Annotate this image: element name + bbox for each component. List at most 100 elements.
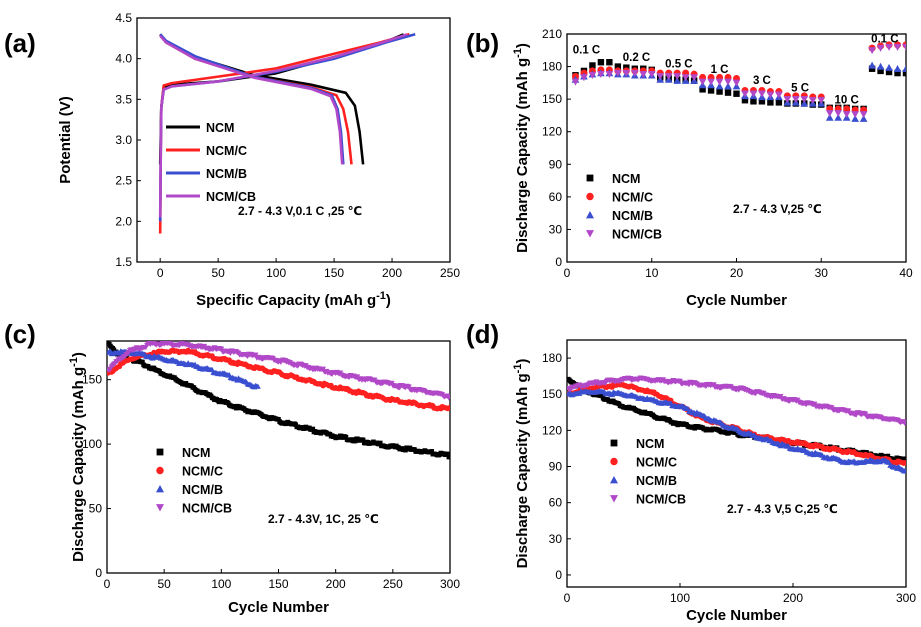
legend-marker-ncm xyxy=(586,174,594,182)
data-point-ncm-cb xyxy=(749,90,758,98)
x-tick-label-b: 40 xyxy=(899,266,913,280)
y-tick-label-a: 2.0 xyxy=(115,214,132,228)
legend-marker-ncm-b xyxy=(610,476,618,484)
rate-label: 1 C xyxy=(711,64,729,76)
data-point-ncm-cb xyxy=(732,79,741,87)
panel-b: (b) 0 10 20 30 40 0 30 60 90 120 150 180 210 Cycle Num… xyxy=(466,27,913,309)
data-point-ncm xyxy=(741,97,749,104)
legend-b: NCM NCM/C NCM/B NCM/CB xyxy=(586,172,662,242)
data-point-ncm-cb xyxy=(707,78,715,86)
legend-marker-ncm-b xyxy=(156,485,164,493)
x-axis-label-sup: -1 xyxy=(376,290,386,302)
data-point-ncm xyxy=(614,63,622,70)
data-point-ncm-b xyxy=(868,61,876,69)
data-point-ncm-cb xyxy=(859,111,868,119)
y-tick-label-a: 4.5 xyxy=(115,11,132,25)
legend-label-ncm: NCM xyxy=(206,121,234,135)
y-axis-label-text: Discharge Capacity (mAh g xyxy=(514,58,531,253)
data-point-ncm-cb xyxy=(775,91,783,99)
data-point-ncm-cb xyxy=(893,43,902,51)
x-tick-label-a: 100 xyxy=(266,266,286,280)
annotation-d: 2.7 - 4.3 V,5 C,25 ℃ xyxy=(727,502,838,516)
legend-marker-ncm-cb xyxy=(156,504,164,512)
y-axis-label-text: Discharge Capacity (mAh g xyxy=(70,367,87,562)
series-line-ncm-cb-discharge xyxy=(159,35,344,165)
data-point-ncm xyxy=(343,434,349,440)
legend-a: NCM NCM/C NCM/B NCM/CB xyxy=(166,121,256,204)
data-point-ncm-b xyxy=(876,62,885,70)
data-point-ncm-c xyxy=(843,105,851,113)
data-point-ncm xyxy=(606,59,613,66)
x-tick-label-a: 150 xyxy=(324,266,344,280)
x-tick-label-d: 0 xyxy=(564,591,571,605)
data-point-ncm xyxy=(377,440,383,446)
panel-label-a: (a) xyxy=(4,28,36,58)
legend-c: NCM NCM/C NCM/B NCM/CB xyxy=(156,446,232,516)
data-point-ncm xyxy=(775,99,783,106)
y-tick-label-c: 50 xyxy=(89,502,103,516)
data-point-ncm-b xyxy=(851,114,859,122)
data-point-ncm-cb xyxy=(622,69,631,77)
y-tick-label-b: 150 xyxy=(542,92,562,106)
legend-label-ncm: NCM xyxy=(182,446,210,460)
rate-label: 0.1 C xyxy=(573,45,601,57)
x-tick-label-d: 200 xyxy=(783,591,803,605)
legend-marker-ncm xyxy=(610,439,618,447)
data-point-ncm-cb xyxy=(681,74,690,82)
legend-label-ncm-cb: NCM/CB xyxy=(206,190,256,204)
data-area-a xyxy=(158,33,416,234)
panel-label-d: (d) xyxy=(466,319,499,349)
data-point-ncm xyxy=(724,89,732,96)
data-point-ncm-cb xyxy=(715,78,724,86)
x-tick-label-c: 100 xyxy=(211,577,231,591)
data-point-ncm-cb xyxy=(902,43,906,51)
data-point-ncm-cb xyxy=(647,70,656,78)
data-point-ncm-b xyxy=(902,64,906,72)
x-tick-label-b: 20 xyxy=(730,266,744,280)
data-area-d xyxy=(567,375,906,474)
legend-marker-ncm-cb xyxy=(610,495,618,503)
data-point-ncm-cb xyxy=(792,95,800,103)
legend-label-ncm-b: NCM/B xyxy=(206,167,247,181)
data-area-b xyxy=(571,41,906,122)
legend-marker-ncm-c xyxy=(586,192,594,201)
y-tick-label-a: 3.5 xyxy=(115,92,132,106)
data-point-ncm-cb xyxy=(580,74,588,82)
data-point-ncm xyxy=(885,68,893,76)
data-point-ncm-b xyxy=(885,63,893,71)
plot-frame-c xyxy=(106,340,451,574)
data-point-ncm-cb xyxy=(842,111,851,119)
x-axis-label-a: Specific Capacity (mAh g-1) xyxy=(196,290,391,309)
data-point-ncm xyxy=(885,453,891,459)
x-axis-label-text: Cycle Number xyxy=(228,599,329,616)
y-tick-label-c: 0 xyxy=(95,566,102,580)
data-point-ncm-cb xyxy=(868,47,876,55)
data-point-ncm xyxy=(716,88,723,95)
legend-label-ncm-b: NCM/B xyxy=(636,474,677,488)
y-axis-label-end: ) xyxy=(514,359,531,364)
y-tick-label-d: 90 xyxy=(549,460,563,474)
data-point-ncm-cb xyxy=(218,346,225,352)
series-line-ncm-charge xyxy=(158,33,405,165)
data-point-ncm-cb xyxy=(834,110,842,118)
data-point-ncm-cb xyxy=(588,72,597,80)
x-axis-label-text: Specific Capacity (mAh g xyxy=(196,292,376,309)
x-tick-label-b: 10 xyxy=(645,266,659,280)
data-point-ncm-b xyxy=(673,76,681,84)
rate-label: 0.2 C xyxy=(623,52,651,64)
data-point-ncm-b xyxy=(255,383,261,389)
data-point-ncm-cb xyxy=(673,73,681,81)
data-point-ncm-b xyxy=(893,64,902,72)
legend-label-ncm-b: NCM/B xyxy=(182,483,223,497)
x-tick-label-a: 250 xyxy=(440,266,460,280)
legend-label-ncm-c: NCM/C xyxy=(612,191,653,205)
legend-marker-ncm-cb xyxy=(586,230,594,238)
data-point-ncm-cb xyxy=(817,97,826,105)
y-tick-label-b: 210 xyxy=(542,27,562,41)
x-tick-label-c: 300 xyxy=(440,577,460,591)
data-point-ncm-cb xyxy=(741,90,749,98)
data-point-ncm xyxy=(589,62,596,69)
data-point-ncm-cb xyxy=(571,78,580,86)
data-point-ncm xyxy=(733,90,740,97)
panel-label-c: (c) xyxy=(4,319,36,349)
